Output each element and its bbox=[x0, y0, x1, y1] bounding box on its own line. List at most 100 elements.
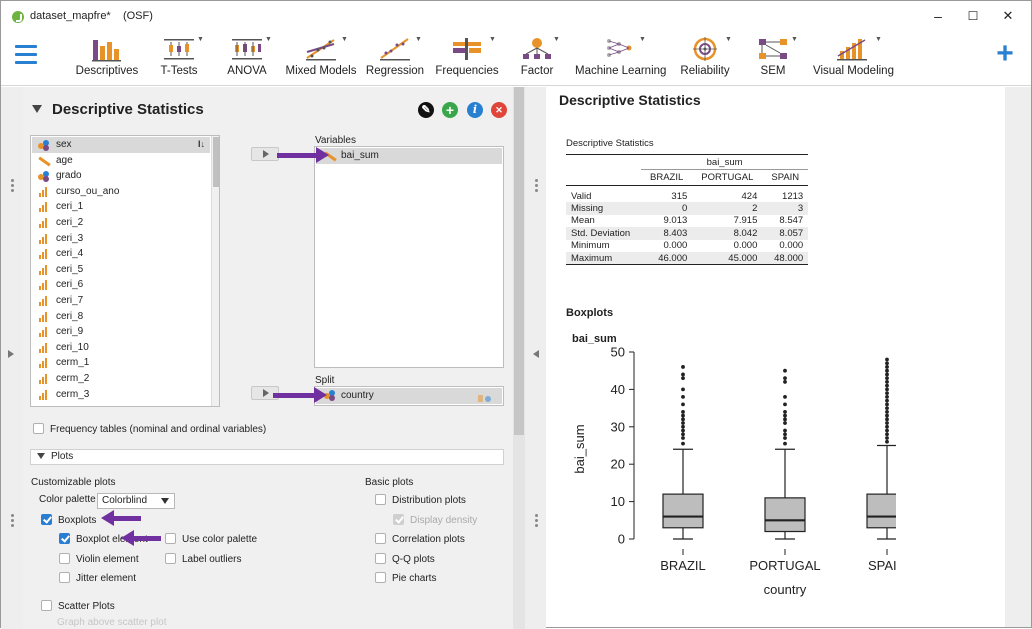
scatter-plots-option[interactable]: Scatter Plots bbox=[41, 600, 115, 612]
ribbon-frequencies[interactable]: ▼ Frequencies bbox=[435, 36, 499, 82]
outlier-point bbox=[783, 432, 787, 437]
use-color-palette-option[interactable]: Use color palette bbox=[165, 533, 257, 545]
variable-list-item[interactable]: ceri_9 bbox=[32, 324, 210, 340]
jasp-logo-icon bbox=[12, 11, 24, 23]
outlier-point bbox=[885, 361, 889, 366]
pie-charts-option[interactable]: Pie charts bbox=[375, 572, 436, 584]
minimize-button[interactable]: – bbox=[934, 8, 942, 24]
results-scrollbar[interactable] bbox=[1005, 87, 1031, 627]
close-window-button[interactable]: ✕ bbox=[1002, 8, 1014, 23]
use-color-palette-checkbox[interactable] bbox=[165, 533, 176, 544]
display-density-checkbox[interactable] bbox=[393, 514, 404, 525]
jitter-element-option[interactable]: Jitter element bbox=[59, 572, 136, 584]
outlier-point bbox=[681, 394, 685, 399]
boxplots-option[interactable]: Boxplots bbox=[41, 514, 96, 526]
ribbon-anova[interactable]: ▼ ANOVA bbox=[221, 36, 273, 82]
variable-list-item[interactable]: curso_ou_ano bbox=[32, 184, 210, 200]
variable-list-item[interactable]: ceri_3 bbox=[32, 231, 210, 247]
assigned-variable[interactable]: bai_sum bbox=[316, 148, 502, 164]
scatter-plots-checkbox[interactable] bbox=[41, 600, 52, 611]
info-icon[interactable]: i bbox=[467, 102, 483, 118]
variables-drop-box[interactable]: bai_sum bbox=[314, 146, 504, 368]
variable-list-item[interactable]: ceri_6 bbox=[32, 277, 210, 293]
move-to-split-button[interactable] bbox=[251, 386, 279, 400]
label-outliers-checkbox[interactable] bbox=[165, 553, 176, 564]
ribbon-t-tests[interactable]: ▼ T-Tests bbox=[151, 36, 207, 82]
plots-section-header[interactable]: Plots bbox=[30, 449, 504, 465]
boxplots-checkbox[interactable] bbox=[41, 514, 52, 525]
ribbon-machine-learning[interactable]: ▼ Machine Learning bbox=[575, 36, 666, 82]
expand-left-arrow-icon[interactable] bbox=[8, 350, 14, 358]
variable-type-icons bbox=[478, 392, 496, 402]
options-scrollbar[interactable] bbox=[513, 87, 525, 629]
drag-handle-icon[interactable] bbox=[10, 514, 16, 528]
add-module-button[interactable]: + bbox=[996, 37, 1014, 70]
variable-list-item[interactable]: ceri_4 bbox=[32, 246, 210, 262]
ribbon-mixed-models[interactable]: ▼ Mixed Models bbox=[285, 36, 357, 82]
correlation-plots-option[interactable]: Correlation plots bbox=[375, 533, 465, 545]
ribbon-label: Regression bbox=[365, 65, 425, 77]
variable-list-item[interactable]: ceri_10 bbox=[32, 340, 210, 356]
ribbon-visual-modeling[interactable]: ▼ Visual Modeling bbox=[813, 36, 894, 82]
variable-name: cerm_3 bbox=[56, 388, 90, 400]
panel-splitter[interactable] bbox=[528, 87, 546, 629]
variable-list-item[interactable]: age bbox=[32, 153, 210, 169]
qq-plots-checkbox[interactable] bbox=[375, 553, 386, 564]
distribution-plots-option[interactable]: Distribution plots bbox=[375, 494, 466, 506]
jitter-element-checkbox[interactable] bbox=[59, 572, 70, 583]
ribbon-descriptives[interactable]: Descriptives bbox=[71, 36, 143, 82]
variable-list-item[interactable]: cerm_1 bbox=[32, 355, 210, 371]
ribbon-sem[interactable]: ▼ SEM bbox=[751, 36, 798, 82]
drag-handle-icon[interactable] bbox=[534, 179, 540, 193]
distribution-plots-checkbox[interactable] bbox=[375, 494, 386, 505]
variable-list-item[interactable]: ceri_2 bbox=[32, 215, 210, 231]
variable-list-item[interactable]: ceri_7 bbox=[32, 293, 210, 309]
variable-list-item[interactable]: cerm_2 bbox=[32, 371, 210, 387]
split-variable[interactable]: country bbox=[316, 388, 502, 404]
violin-element-option[interactable]: Violin element bbox=[59, 553, 139, 565]
variable-list-item[interactable]: grado bbox=[32, 168, 210, 184]
sort-icon[interactable]: I↓ bbox=[197, 139, 205, 149]
x-axis-label: country bbox=[764, 582, 807, 597]
t-tests-icon bbox=[164, 39, 194, 60]
boxplot-element-checkbox[interactable] bbox=[59, 533, 70, 544]
variables-scrollbar[interactable] bbox=[211, 136, 219, 406]
analysis-title[interactable]: Descriptive Statistics bbox=[32, 101, 204, 118]
descriptives-form: Descriptive Statistics ✎ + i ✕ sex age gra… bbox=[23, 87, 513, 629]
available-variables-list[interactable]: sex age grado curso_ou_ano ceri_1 ceri_2 ceri_… bbox=[30, 135, 220, 407]
frequency-tables-option[interactable]: Frequency tables (nominal and ordinal va… bbox=[33, 423, 266, 435]
factor-icon bbox=[523, 38, 551, 59]
collapse-left-arrow-icon[interactable] bbox=[533, 350, 539, 358]
label-outliers-option[interactable]: Label outliers bbox=[165, 553, 241, 565]
maximize-button[interactable]: ☐ bbox=[967, 9, 979, 23]
variable-list-item[interactable]: ceri_5 bbox=[32, 262, 210, 278]
move-to-variables-button[interactable] bbox=[251, 147, 279, 161]
drag-handle-icon[interactable] bbox=[534, 514, 540, 528]
add-icon[interactable]: + bbox=[442, 102, 458, 118]
box-brazil bbox=[662, 493, 704, 529]
chevron-down-icon: ▼ bbox=[197, 36, 204, 43]
pie-charts-checkbox[interactable] bbox=[375, 572, 386, 583]
variable-list-item[interactable]: sex bbox=[32, 137, 210, 153]
variable-list-item[interactable]: ceri_1 bbox=[32, 199, 210, 215]
color-palette-select[interactable]: Colorblind bbox=[97, 493, 175, 509]
variable-list-item[interactable]: ceri_8 bbox=[32, 309, 210, 325]
variable-list-item[interactable]: cerm_3 bbox=[32, 387, 210, 403]
correlation-plots-checkbox[interactable] bbox=[375, 533, 386, 544]
qq-plots-option[interactable]: Q-Q plots bbox=[375, 553, 435, 565]
ribbon-regression[interactable]: ▼ Regression bbox=[365, 36, 425, 82]
variable-name: age bbox=[56, 154, 73, 166]
pencil-icon[interactable]: ✎ bbox=[418, 102, 434, 118]
drag-handle-icon[interactable] bbox=[10, 179, 16, 193]
ribbon-factor[interactable]: ▼ Factor bbox=[513, 36, 561, 82]
violin-element-checkbox[interactable] bbox=[59, 553, 70, 564]
display-density-option[interactable]: Display density bbox=[393, 514, 477, 526]
frequency-tables-checkbox[interactable] bbox=[33, 423, 44, 434]
split-drop-box[interactable]: country bbox=[314, 386, 504, 406]
outlier-point bbox=[885, 428, 889, 433]
ribbon-reliability[interactable]: ▼ Reliability bbox=[677, 36, 733, 82]
hamburger-menu-icon[interactable] bbox=[15, 45, 37, 65]
close-icon[interactable]: ✕ bbox=[491, 102, 507, 118]
boxplot-element-option[interactable]: Boxplot element bbox=[59, 533, 148, 545]
